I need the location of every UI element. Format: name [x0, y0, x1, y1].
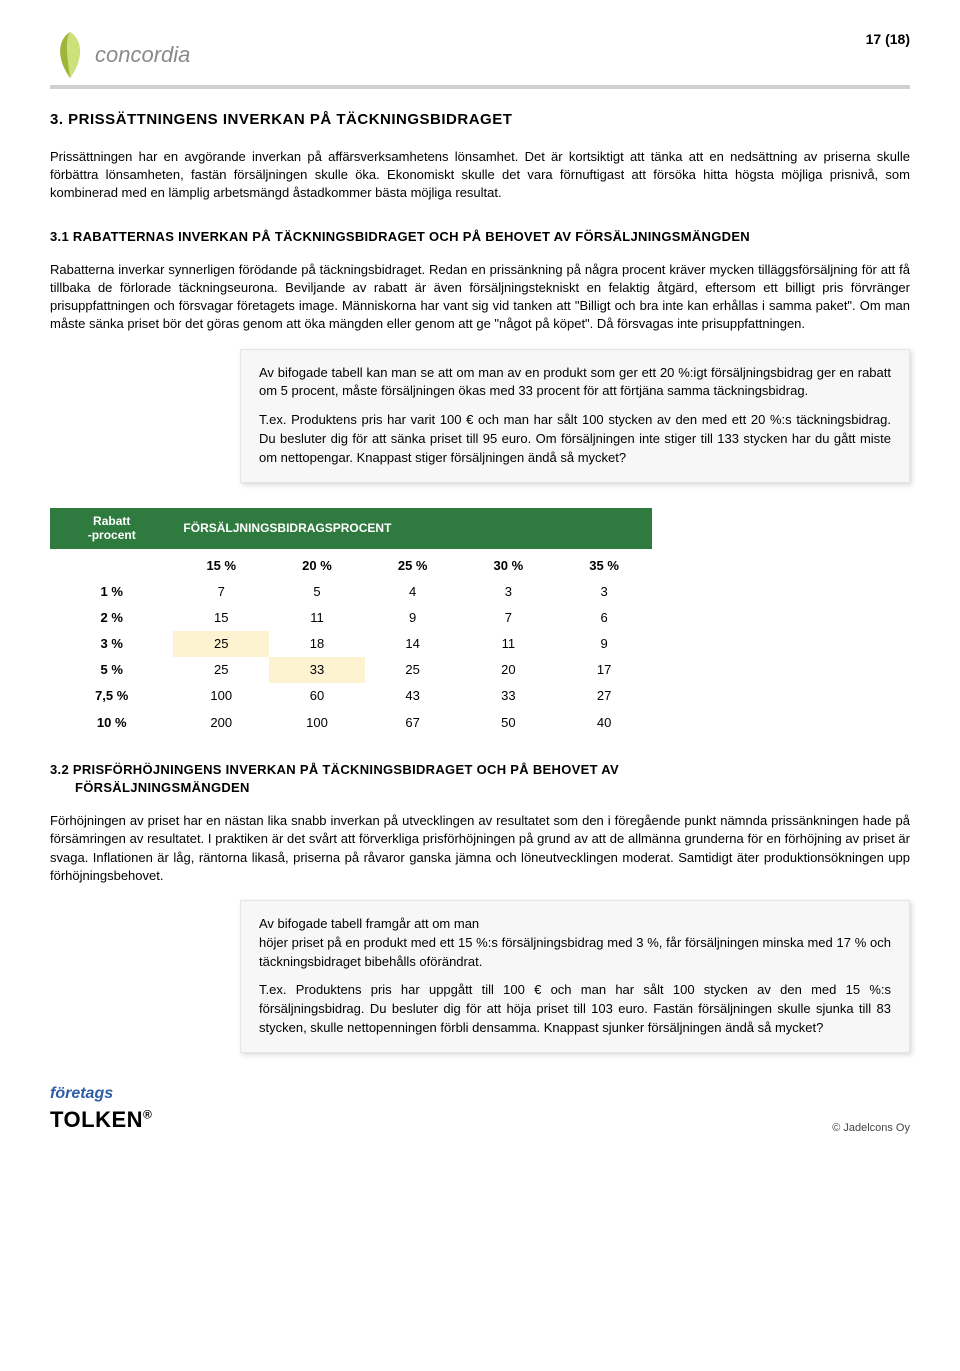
table-row: 1 %75433 — [50, 579, 652, 605]
table-cell: 3 — [461, 579, 557, 605]
table-cell: 25 — [365, 657, 461, 683]
table-cell: 67 — [365, 710, 461, 736]
col-head: 20 % — [269, 549, 365, 579]
table-cell: 11 — [461, 631, 557, 657]
col-head: 35 % — [556, 549, 652, 579]
footer-logo-line1: företags — [50, 1083, 152, 1105]
table-cell: 33 — [269, 657, 365, 683]
row-label: 2 % — [50, 605, 173, 631]
callout-2-p3: T.ex. Produktens pris har uppgått till 1… — [259, 981, 891, 1038]
footer-logo-line2: TOLKEN® — [50, 1105, 152, 1136]
page-header: concordia 17 (18) — [50, 30, 910, 89]
table-cell: 7 — [173, 579, 269, 605]
table-cell: 100 — [173, 683, 269, 709]
row-label: 10 % — [50, 710, 173, 736]
row-label: 5 % — [50, 657, 173, 683]
callout-1-p1: Av bifogade tabell kan man se att om man… — [259, 364, 891, 402]
table-header-left: Rabatt -procent — [50, 508, 173, 549]
section-3-heading: 3. PRISSÄTTNINGENS INVERKAN PÅ TÄCKNINGS… — [50, 109, 910, 130]
col-head: 25 % — [365, 549, 461, 579]
table-cell: 5 — [269, 579, 365, 605]
callout-box-2: Av bifogade tabell framgår att om man hö… — [240, 900, 910, 1053]
table-row: 10 %200100675040 — [50, 710, 652, 736]
section-3-1-heading: 3.1 RABATTERNAS INVERKAN PÅ TÄCKNINGSBID… — [50, 228, 910, 246]
table-header-right: FÖRSÄLJNINGSBIDRAGSPROCENT — [173, 508, 652, 549]
table-row: 7,5 %10060433327 — [50, 683, 652, 709]
table-cell: 7 — [461, 605, 557, 631]
col-head: 15 % — [173, 549, 269, 579]
section-3-2-heading: 3.2 PRISFÖRHÖJNINGENS INVERKAN PÅ TÄCKNI… — [50, 761, 910, 797]
footer-logo: företags TOLKEN® — [50, 1083, 152, 1136]
table-cell: 11 — [269, 605, 365, 631]
section-3-paragraph: Prissättningen har en avgörande inverkan… — [50, 148, 910, 203]
logo: concordia — [50, 30, 190, 80]
rebate-table: Rabatt -procent FÖRSÄLJNINGSBIDRAGSPROCE… — [50, 508, 652, 736]
table-cell: 60 — [269, 683, 365, 709]
col-head: 30 % — [461, 549, 557, 579]
table-cell: 4 — [365, 579, 461, 605]
callout-2-p2: höjer priset på en produkt med ett 15 %:… — [259, 934, 891, 972]
copyright: © Jadelcons Oy — [832, 1121, 910, 1136]
table-cell: 17 — [556, 657, 652, 683]
callout-2-p1: Av bifogade tabell framgår att om man — [259, 915, 891, 934]
table-cell: 25 — [173, 657, 269, 683]
table-col-header-row: 15 % 20 % 25 % 30 % 35 % — [50, 549, 652, 579]
table-row: 2 %1511976 — [50, 605, 652, 631]
table-cell: 18 — [269, 631, 365, 657]
table-cell: 43 — [365, 683, 461, 709]
row-label: 1 % — [50, 579, 173, 605]
table-cell: 15 — [173, 605, 269, 631]
page-footer: företags TOLKEN® © Jadelcons Oy — [50, 1083, 910, 1136]
row-label: 7,5 % — [50, 683, 173, 709]
callout-1-p2: T.ex. Produktens pris har varit 100 € oc… — [259, 411, 891, 468]
table-cell: 100 — [269, 710, 365, 736]
table-cell: 20 — [461, 657, 557, 683]
callout-box-1: Av bifogade tabell kan man se att om man… — [240, 349, 910, 483]
table-cell: 3 — [556, 579, 652, 605]
section-3-1-paragraph: Rabatterna inverkar synnerligen förödand… — [50, 261, 910, 334]
table-cell: 27 — [556, 683, 652, 709]
table-cell: 9 — [365, 605, 461, 631]
table-cell: 14 — [365, 631, 461, 657]
table-cell: 6 — [556, 605, 652, 631]
section-3-2-paragraph: Förhöjningen av priset har en nästan lik… — [50, 812, 910, 885]
table-cell: 9 — [556, 631, 652, 657]
table-row: 3 %251814119 — [50, 631, 652, 657]
table-cell: 25 — [173, 631, 269, 657]
table-cell: 50 — [461, 710, 557, 736]
table-cell: 40 — [556, 710, 652, 736]
table-row: 5 %2533252017 — [50, 657, 652, 683]
page-number: 17 (18) — [866, 30, 910, 50]
table-cell: 200 — [173, 710, 269, 736]
table-cell: 33 — [461, 683, 557, 709]
row-label: 3 % — [50, 631, 173, 657]
logo-text: concordia — [95, 40, 190, 71]
leaf-icon — [50, 30, 90, 80]
